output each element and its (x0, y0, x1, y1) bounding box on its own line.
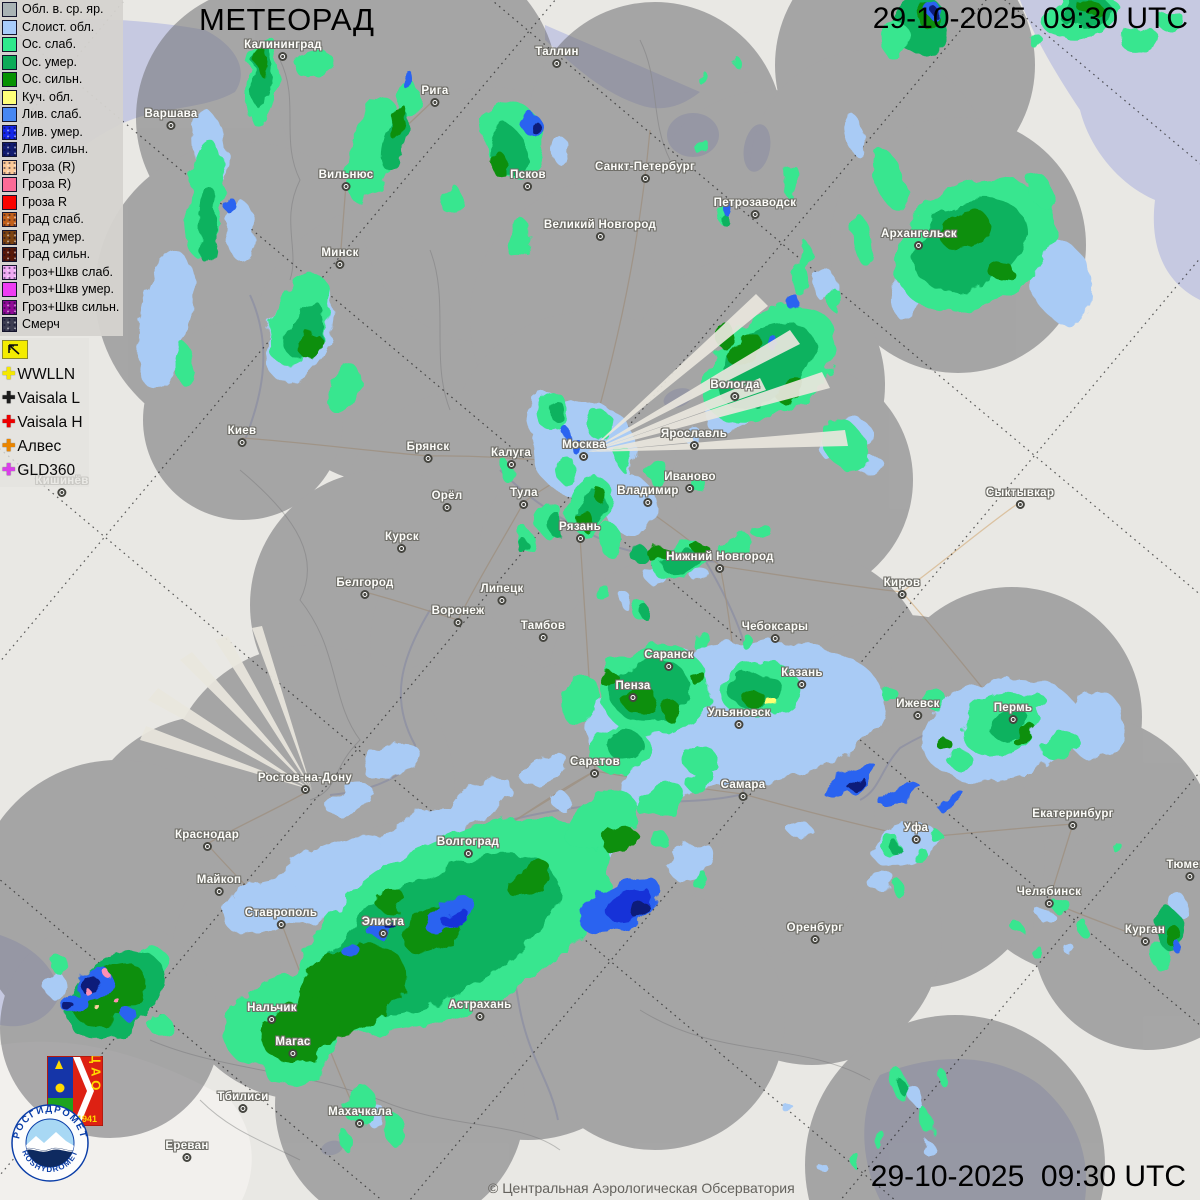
lightning-source-label: GLD360 (17, 462, 76, 479)
legend-label: Куч. обл. (22, 89, 74, 104)
lightning-source-item: ✚ GLD360 (2, 459, 83, 483)
legend-label: Град умер. (22, 229, 85, 244)
lightning-legend: ✚ WWLLN ✚ Vaisala L ✚ Vaisala H ✚ Алвес ✚ GLD360 (0, 338, 89, 487)
legend-item: Гроз+Шкв сильн. (2, 299, 119, 317)
legend-label: Ос. сильн. (22, 72, 83, 87)
legend-label: Гроз+Шкв сильн. (22, 299, 120, 314)
legend-item: Ос. умер. (2, 54, 119, 72)
legend-label: Лив. умер. (22, 124, 83, 139)
legend-item: Град умер. (2, 229, 119, 247)
cao-year: 1941 (77, 1114, 97, 1124)
legend-swatch (2, 89, 17, 105)
lightning-cross-icon: ✚ (2, 390, 16, 407)
legend-item: Куч. обл. (2, 89, 119, 107)
precip-arkhangelsk (813, 113, 1093, 324)
legend-label: Град сильн. (22, 247, 91, 262)
legend-label: Гроза R (22, 194, 68, 209)
legend-item: Лив. слаб. (2, 106, 119, 124)
legend-swatch (2, 299, 17, 315)
legend-swatch (2, 2, 17, 18)
precip-north-edge (696, 0, 1184, 83)
precip-moscow (499, 391, 654, 553)
precip-ural (1012, 839, 1188, 969)
legend-label: Гроза (R) (22, 159, 76, 174)
legend-swatch (2, 282, 17, 298)
legend-swatch (2, 124, 17, 140)
precip-sochi (45, 946, 172, 1040)
legend-label: Смерч (22, 317, 60, 332)
legend-label: Обл. в. ср. яр. (22, 2, 104, 17)
lightning-source-label: WWLLN (17, 366, 76, 383)
precip-dagestan (339, 1085, 406, 1149)
legend-item: Град слаб. (2, 211, 119, 229)
legend-label: Град слаб. (22, 212, 84, 227)
lightning-cross-icon: ✚ (2, 462, 16, 479)
roshydromet-logo: РОСГИДРОМЕТ ROSHYDROMET (11, 1104, 89, 1182)
page-title: МЕТЕОРАД (199, 2, 375, 37)
timestamp-top: 29-10-2025 09:30 UTC (872, 2, 1188, 35)
legend-swatch (2, 142, 17, 158)
legend-item: Гроза (R) (2, 159, 119, 177)
lightning-source-item: ✚ Vaisala H (2, 411, 83, 435)
timestamp-bottom: 29-10-2025 09:30 UTC (870, 1160, 1186, 1193)
precip-caspian (784, 1063, 947, 1169)
legend-label: Лив. сильн. (22, 142, 89, 157)
legend-label: Лив. слаб. (22, 107, 82, 122)
legend-swatch (2, 37, 17, 53)
legend-label: Ос. слаб. (22, 37, 77, 52)
radar-spokes (140, 294, 848, 790)
precipitation-legend: Обл. в. ср. яр. Слоист. обл. Ос. слаб. Ос. … (0, 0, 124, 336)
precip-nizhny (594, 425, 770, 652)
lightning-cross-icon: ✚ (2, 366, 16, 383)
legend-item: Обл. в. ср. яр. (2, 1, 119, 19)
legend-item: Слоист. обл. (2, 19, 119, 37)
precip-pskov (442, 101, 811, 269)
lightning-source-label: Vaisala H (17, 414, 83, 431)
legend-swatch (2, 107, 17, 123)
legend-swatch (2, 264, 17, 280)
legend-swatch (2, 19, 17, 35)
pan-arrow-icon[interactable] (2, 340, 28, 359)
legend-label: Гроз+Шкв слаб. (22, 264, 114, 279)
legend-label: Слоист. обл. (22, 19, 95, 34)
legend-item: Лив. сильн. (2, 141, 119, 159)
legend-item: Смерч (2, 316, 119, 334)
precip-baltics (136, 35, 420, 415)
precip-south (222, 741, 714, 1086)
legend-item: Лив. умер. (2, 124, 119, 142)
lightning-source-item: ✚ Алвес (2, 435, 83, 459)
legend-item: Ос. слаб. (2, 36, 119, 54)
legend-swatch (2, 317, 17, 333)
copyright-note: © Центральная Аэрологическая Обсерватори… (488, 1180, 795, 1196)
legend-swatch (2, 54, 17, 70)
precip-ufa (865, 823, 941, 898)
legend-swatch (2, 212, 17, 228)
legend-label: Гроз+Шкв умер. (22, 282, 114, 297)
legend-swatch (2, 177, 17, 193)
precip-volga (550, 632, 1125, 890)
lightning-source-label: Алвес (17, 438, 62, 455)
lightning-source-label: Vaisala L (17, 390, 81, 407)
lightning-source-item: ✚ Vaisala L (2, 387, 83, 411)
cao-letters: ЦАО (89, 1056, 104, 1094)
legend-swatch (2, 72, 17, 88)
legend-swatch (2, 159, 17, 175)
legend-label: Ос. умер. (22, 54, 77, 69)
legend-item: Ос. сильн. (2, 71, 119, 89)
lightning-cross-icon: ✚ (2, 414, 16, 431)
lightning-source-item: ✚ WWLLN (2, 363, 83, 387)
legend-item: Град сильн. (2, 246, 119, 264)
legend-label: Гроза R) (22, 177, 72, 192)
legend-item: Гроза R) (2, 176, 119, 194)
legend-swatch (2, 247, 17, 263)
legend-item: Гроз+Шкв умер. (2, 281, 119, 299)
legend-swatch (2, 229, 17, 245)
legend-item: Гроз+Шкв слаб. (2, 264, 119, 282)
lightning-cross-icon: ✚ (2, 438, 16, 455)
legend-item: Гроза R (2, 194, 119, 212)
legend-swatch (2, 194, 17, 210)
